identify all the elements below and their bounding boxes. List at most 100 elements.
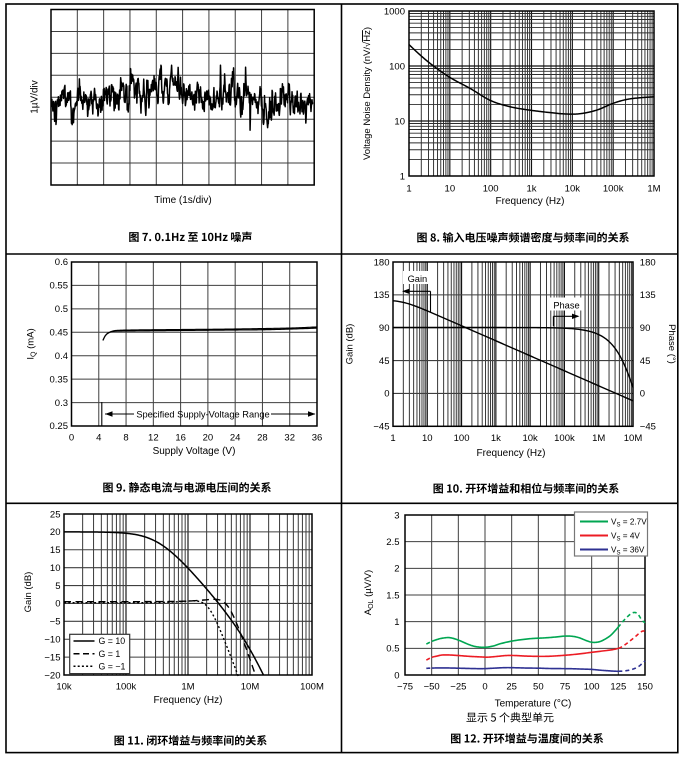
svg-text:IQ (mA): IQ (mA) [26, 328, 38, 359]
svg-text:1M: 1M [592, 433, 605, 444]
svg-text:Temperature (°C): Temperature (°C) [495, 699, 572, 710]
svg-text:0.25: 0.25 [50, 421, 69, 432]
svg-text:Frequency (Hz): Frequency (Hz) [496, 196, 565, 207]
svg-text:100k: 100k [116, 682, 137, 693]
svg-text:100k: 100k [554, 433, 575, 444]
svg-text:25: 25 [506, 682, 517, 693]
svg-text:50: 50 [533, 682, 544, 693]
svg-text:0: 0 [384, 389, 389, 400]
svg-text:100k: 100k [603, 184, 624, 195]
svg-text:1: 1 [400, 171, 405, 182]
svg-text:36: 36 [312, 433, 323, 444]
svg-text:135: 135 [374, 290, 390, 301]
svg-text:1: 1 [406, 184, 411, 195]
svg-text:−20: −20 [44, 670, 60, 681]
svg-text:1000: 1000 [384, 6, 405, 17]
svg-text:0.45: 0.45 [50, 327, 69, 338]
svg-text:1k: 1k [491, 433, 501, 444]
svg-text:180: 180 [374, 257, 390, 268]
svg-text:1: 1 [394, 617, 399, 628]
svg-text:100: 100 [483, 184, 499, 195]
svg-text:Specified Supply-Voltage Range: Specified Supply-Voltage Range [136, 409, 269, 419]
svg-text:10: 10 [445, 184, 456, 195]
svg-text:−75: −75 [397, 682, 413, 693]
svg-text:VS = 36V: VS = 36V [611, 546, 645, 557]
svg-text:Frequency (Hz): Frequency (Hz) [477, 448, 546, 459]
svg-text:VS = 4V: VS = 4V [611, 532, 640, 543]
svg-text:−15: −15 [44, 652, 60, 663]
svg-text:VS = 2.7V: VS = 2.7V [611, 518, 647, 529]
svg-text:0.4: 0.4 [55, 351, 68, 362]
svg-text:0.5: 0.5 [386, 644, 399, 655]
svg-text:100M: 100M [300, 682, 324, 693]
svg-text:−45: −45 [640, 422, 656, 433]
svg-text:8: 8 [123, 433, 128, 444]
svg-text:2: 2 [394, 564, 399, 575]
svg-text:24: 24 [230, 433, 241, 444]
svg-text:45: 45 [379, 356, 390, 367]
svg-text:1: 1 [390, 433, 395, 444]
svg-text:4: 4 [96, 433, 101, 444]
svg-text:15: 15 [50, 545, 61, 556]
svg-text:Frequency (Hz): Frequency (Hz) [154, 695, 223, 706]
svg-text:Gain: Gain [408, 274, 428, 284]
svg-text:1.5: 1.5 [386, 590, 399, 601]
svg-text:10: 10 [422, 433, 433, 444]
svg-text:Gain (dB): Gain (dB) [345, 324, 356, 365]
svg-text:G = −1: G = −1 [99, 662, 126, 672]
svg-text:125: 125 [610, 682, 626, 693]
svg-text:Gain (dB): Gain (dB) [23, 572, 34, 613]
svg-text:Voltage Noise Density (nV/√Hz): Voltage Noise Density (nV/√Hz) [362, 27, 373, 160]
svg-text:0.35: 0.35 [50, 374, 69, 385]
svg-text:20: 20 [50, 527, 61, 538]
svg-text:90: 90 [640, 323, 651, 334]
svg-text:10k: 10k [522, 433, 538, 444]
svg-text:10M: 10M [624, 433, 643, 444]
svg-text:0.5: 0.5 [55, 304, 68, 315]
svg-text:Time (1s/div): Time (1s/div) [154, 195, 211, 206]
svg-text:0: 0 [394, 670, 399, 681]
svg-text:1M: 1M [181, 682, 194, 693]
svg-text:100: 100 [454, 433, 470, 444]
svg-text:0: 0 [640, 389, 645, 400]
svg-text:28: 28 [257, 433, 268, 444]
svg-text:1M: 1M [647, 184, 660, 195]
svg-text:10k: 10k [565, 184, 581, 195]
svg-text:150: 150 [637, 682, 653, 693]
svg-text:180: 180 [640, 257, 656, 268]
svg-text:32: 32 [284, 433, 295, 444]
svg-text:0: 0 [482, 682, 487, 693]
svg-text:10k: 10k [56, 682, 72, 693]
svg-text:10: 10 [50, 563, 61, 574]
svg-text:5: 5 [55, 581, 60, 592]
svg-text:G = 10: G = 10 [99, 636, 126, 646]
svg-text:16: 16 [175, 433, 186, 444]
svg-text:Phase: Phase [553, 300, 579, 310]
svg-text:−50: −50 [424, 682, 440, 693]
svg-text:0.6: 0.6 [55, 257, 68, 268]
svg-text:Phase (°): Phase (°) [666, 324, 677, 364]
svg-text:10M: 10M [241, 682, 260, 693]
svg-text:135: 135 [640, 290, 656, 301]
svg-text:75: 75 [560, 682, 571, 693]
svg-text:2.5: 2.5 [386, 537, 399, 548]
svg-text:1k: 1k [526, 184, 536, 195]
svg-text:AOL (µV/V): AOL (µV/V) [363, 570, 375, 615]
svg-text:−25: −25 [450, 682, 466, 693]
svg-text:0: 0 [55, 599, 60, 610]
svg-text:25: 25 [50, 509, 61, 520]
svg-text:−5: −5 [50, 617, 61, 628]
svg-text:90: 90 [379, 323, 390, 334]
svg-text:3: 3 [394, 510, 399, 521]
svg-text:12: 12 [148, 433, 159, 444]
svg-text:−45: −45 [373, 422, 389, 433]
svg-text:100: 100 [389, 61, 405, 72]
svg-text:20: 20 [203, 433, 214, 444]
svg-text:100: 100 [584, 682, 600, 693]
svg-text:1µV/div: 1µV/div [30, 80, 41, 114]
svg-text:−10: −10 [44, 635, 60, 646]
svg-text:10: 10 [394, 116, 405, 127]
svg-text:45: 45 [640, 356, 651, 367]
svg-text:G = 1: G = 1 [99, 649, 121, 659]
svg-text:0.3: 0.3 [55, 398, 68, 409]
